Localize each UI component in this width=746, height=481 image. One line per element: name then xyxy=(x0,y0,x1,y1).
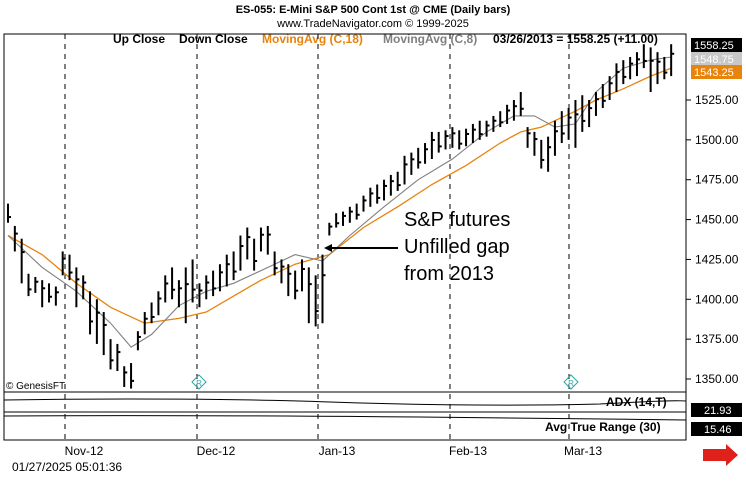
y-tick-label: 1475.00 xyxy=(695,173,739,187)
x-tick-label: Jan-13 xyxy=(319,444,356,458)
chart-subtitle: www.TradeNavigator.com © 1999-2025 xyxy=(276,18,469,30)
ma18-price-label: 1543.25 xyxy=(694,67,734,79)
y-tick-label: 1525.00 xyxy=(695,93,739,107)
annotation-arrowhead xyxy=(324,244,332,252)
legend-ma8: MovingAvg (C,8) xyxy=(383,32,477,46)
y-tick-label: 1425.00 xyxy=(695,252,739,266)
last-price-box xyxy=(691,38,742,52)
legend-down-close: Down Close xyxy=(179,32,248,46)
atr-value-box xyxy=(691,422,742,436)
adx-label: ADX (14,T) xyxy=(606,395,667,409)
y-tick-label: 1375.00 xyxy=(695,332,739,346)
y-tick-label: 1450.00 xyxy=(695,213,739,227)
y-tick-label: 1400.00 xyxy=(695,292,739,306)
y-axis-ticks: 1350.00 1375.00 1400.00 1425.00 1450.00 1475.… xyxy=(686,93,739,386)
adx-value: 21.93 xyxy=(704,405,732,417)
scroll-right-arrow-icon[interactable] xyxy=(703,444,738,466)
atr-panel xyxy=(3,411,687,441)
series-ma8-line xyxy=(7,56,672,348)
adx-line xyxy=(3,398,687,406)
annotation-line3: from 2013 xyxy=(404,263,494,285)
genesis-watermark: © GenesisFT xyxy=(6,381,65,392)
annotation-line2: Unfilled gap xyxy=(404,236,510,258)
atr-line xyxy=(3,415,687,421)
series-ma18-line xyxy=(7,67,672,324)
vertical-grid xyxy=(64,34,570,440)
atr-label: Avg True Range (30) xyxy=(545,420,661,434)
r-marker-icon: R xyxy=(191,374,207,390)
atr-value: 15.46 xyxy=(704,424,732,436)
svg-text:R: R xyxy=(568,379,574,388)
legend-ma18: MovingAvg (C,18) xyxy=(262,32,363,46)
ma18-price-box xyxy=(691,65,742,79)
ma8-price-box xyxy=(691,52,742,65)
x-tick-label: Dec-12 xyxy=(197,444,236,458)
legend-quote: 03/26/2013 = 1558.25 (+11.00) xyxy=(493,32,658,46)
ma8-price-label: 1548.75 xyxy=(694,54,734,66)
price-bars xyxy=(7,44,675,389)
annotation-line1: S&P futures xyxy=(404,209,510,231)
y-tick-label: 1500.00 xyxy=(695,133,739,147)
x-tick-label: Mar-13 xyxy=(564,444,602,458)
plot-frame xyxy=(3,33,687,393)
r-marker-icon: R xyxy=(563,374,579,390)
y-tick-label: 1350.00 xyxy=(695,372,739,386)
adx-value-box xyxy=(691,403,742,417)
x-tick-label: Feb-13 xyxy=(449,444,487,458)
timestamp: 01/27/2025 05:01:36 xyxy=(12,460,122,474)
x-axis-ticks: Nov-12 Dec-12 Jan-13 Feb-13 Mar-13 xyxy=(65,444,603,458)
x-tick-label: Nov-12 xyxy=(65,444,104,458)
legend-up-close: Up Close xyxy=(113,32,165,46)
last-price-label: 1558.25 xyxy=(694,40,734,52)
chart-title: ES-055: E-Mini S&P 500 Cont 1st @ CME (D… xyxy=(236,4,511,16)
svg-text:R: R xyxy=(196,379,202,388)
